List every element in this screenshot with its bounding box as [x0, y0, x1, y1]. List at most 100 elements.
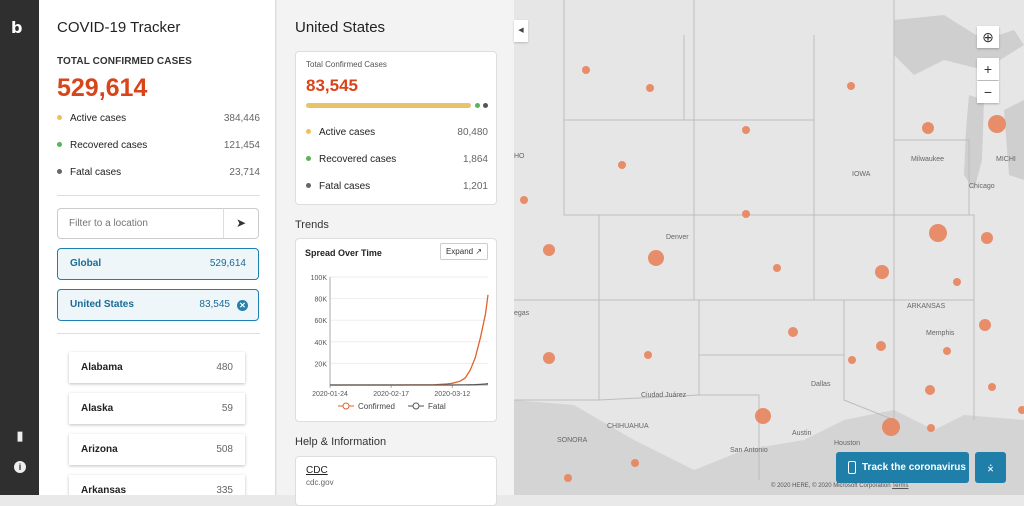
app-rail: b ▮ i — [0, 0, 39, 495]
minus-icon: − — [983, 84, 993, 100]
info-icon[interactable]: i — [14, 461, 26, 473]
location-filter-input[interactable] — [57, 208, 230, 239]
help-link-url: cdc.gov — [306, 478, 334, 487]
map-label-milwaukee: Milwaukee — [911, 156, 944, 163]
case-bubble[interactable] — [925, 385, 935, 395]
active-cases-row: Active cases 384,446 — [57, 113, 260, 127]
share-button[interactable]: ⨰ — [975, 452, 1006, 483]
expand-chart-button[interactable]: Expand ↗ — [440, 243, 488, 260]
clear-selection-icon[interactable]: ✕ — [237, 300, 248, 311]
stat-value: 1,864 — [462, 154, 488, 165]
recovered-cases-row: Recovered cases 121,454 — [57, 140, 260, 154]
legend-marker — [342, 402, 350, 410]
y-tick-label: 80K — [315, 297, 328, 304]
trends-heading: Trends — [295, 219, 329, 231]
collapse-panel-button[interactable]: ◀ — [514, 20, 528, 42]
map-view[interactable]: Denver IOWA Milwaukee Chicago Dallas Mem… — [514, 0, 1024, 495]
chart-title: Spread Over Time — [305, 248, 382, 258]
case-bubble[interactable] — [953, 278, 961, 286]
active-dot-icon — [57, 114, 62, 120]
stat-label: Active cases — [319, 127, 376, 138]
map-label-sonora: SONORA — [557, 437, 588, 444]
case-bubble[interactable] — [1018, 406, 1024, 414]
stat-value: 23,714 — [229, 167, 260, 178]
state-card-arkansas[interactable]: Arkansas 335 — [69, 475, 245, 495]
case-bubble[interactable] — [876, 341, 886, 351]
case-bubble[interactable] — [520, 196, 528, 204]
state-card-alabama[interactable]: Alabama 480 — [69, 352, 245, 383]
case-bubble[interactable] — [773, 264, 781, 272]
share-icon: ⨰ — [986, 460, 995, 475]
selection-value: 83,545 — [199, 299, 230, 310]
case-bubble[interactable] — [618, 161, 626, 169]
state-name: Arizona — [81, 444, 118, 455]
case-bubble[interactable] — [742, 210, 750, 218]
case-bubble[interactable] — [564, 474, 572, 482]
case-bubble[interactable] — [875, 265, 889, 279]
stat-value: 1,201 — [462, 181, 488, 192]
map-label-ciudad-juarez: Ciudad Juárez — [641, 392, 687, 399]
x-tick-label: 2020-02-17 — [373, 391, 409, 398]
help-link-name[interactable]: CDC — [306, 465, 328, 476]
app-title: COVID-19 Tracker — [57, 19, 181, 36]
recovered-progress-dot — [475, 103, 480, 108]
series-line-fatal — [330, 383, 489, 386]
stat-label: Recovered cases — [70, 140, 148, 151]
stat-value: 384,446 — [223, 113, 260, 124]
map-canvas: Denver IOWA Milwaukee Chicago Dallas Mem… — [514, 0, 1024, 495]
case-bubble[interactable] — [848, 356, 856, 364]
state-value: 59 — [221, 403, 233, 414]
help-card-cdc[interactable]: CDC cdc.gov — [295, 456, 497, 506]
x-tick-label: 2020-03-12 — [434, 391, 470, 398]
case-bubble[interactable] — [631, 459, 639, 467]
bing-logo-icon[interactable]: b — [11, 18, 23, 37]
case-bubble[interactable] — [582, 66, 590, 74]
lake-michigan-shape — [964, 95, 984, 190]
zoom-in-button[interactable]: + — [977, 58, 999, 80]
case-bubble[interactable] — [943, 347, 951, 355]
track-coronavirus-button[interactable]: Track the coronavirus — [836, 452, 969, 483]
legend-label: Fatal — [428, 402, 446, 411]
expand-label: Expand — [445, 247, 474, 256]
case-bubble[interactable] — [755, 408, 771, 424]
locate-map-button[interactable]: ⊕ — [977, 26, 999, 48]
case-bubble[interactable] — [929, 224, 947, 242]
case-bubble[interactable] — [882, 418, 900, 436]
map-label-chihuahua: CHIHUAHUA — [607, 423, 649, 430]
fatal-dot-icon — [57, 168, 62, 174]
case-bubble[interactable] — [988, 383, 996, 391]
case-bubble[interactable] — [742, 126, 750, 134]
case-bubble[interactable] — [543, 244, 555, 256]
active-cases-row: Active cases 80,480 — [306, 127, 488, 141]
state-card-alaska[interactable]: Alaska 59 — [69, 393, 245, 424]
case-bubble[interactable] — [922, 122, 934, 134]
case-bubble[interactable] — [543, 352, 555, 364]
feedback-icon[interactable]: ▮ — [16, 428, 24, 443]
map-label-las-vegas: egas — [514, 310, 530, 317]
locate-me-button[interactable]: ➤ — [223, 208, 259, 239]
case-bubbles[interactable] — [520, 66, 1024, 482]
united-states-selection[interactable]: United States 83,545 ✕ — [57, 289, 259, 321]
chevron-left-icon: ◀ — [518, 27, 524, 34]
total-confirmed-label: TOTAL CONFIRMED CASES — [57, 56, 192, 67]
case-bubble[interactable] — [981, 232, 993, 244]
case-bubble[interactable] — [927, 424, 935, 432]
case-bubble[interactable] — [847, 82, 855, 90]
recovered-dot-icon — [306, 155, 311, 161]
series-line-confirmed — [330, 294, 489, 386]
case-bubble[interactable] — [644, 351, 652, 359]
case-bubble[interactable] — [788, 327, 798, 337]
fatal-cases-row: Fatal cases 23,714 — [57, 167, 260, 181]
lake-huron-shape — [1004, 100, 1024, 180]
state-card-arizona[interactable]: Arizona 508 — [69, 434, 245, 465]
case-bubble[interactable] — [648, 250, 664, 266]
state-borders — [514, 0, 975, 480]
case-bubble[interactable] — [988, 115, 1006, 133]
zoom-out-button[interactable]: − — [977, 81, 999, 103]
case-bubble[interactable] — [646, 84, 654, 92]
track-button-label: Track the coronavirus — [862, 462, 966, 473]
case-bubble[interactable] — [979, 319, 991, 331]
card-label: Total Confirmed Cases — [306, 60, 387, 69]
global-selection[interactable]: Global 529,614 — [57, 248, 259, 280]
terms-link[interactable]: Terms — [892, 483, 909, 489]
